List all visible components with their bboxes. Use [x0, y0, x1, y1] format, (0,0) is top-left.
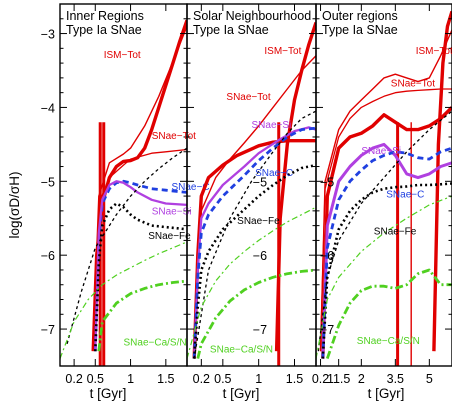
panel-title: Type Ia SNae	[66, 23, 142, 37]
series-label: SNae−C	[255, 168, 293, 179]
series-line	[187, 206, 316, 359]
x-tick-label: 5	[426, 372, 433, 386]
series-line	[192, 126, 316, 359]
x-tick-label: 11.5	[327, 372, 350, 386]
series-line	[193, 55, 316, 352]
series-line	[432, 10, 452, 352]
series-label: SNae−Fe	[374, 226, 417, 237]
series-label: SNae−Ca/S/N	[357, 336, 420, 347]
y-tick-label: −4	[41, 101, 55, 115]
x-tick-label: 0.2	[193, 372, 210, 386]
y-tick-label: −5	[253, 175, 267, 189]
series-line	[321, 142, 452, 359]
series-label: ISM−Tot	[264, 46, 301, 57]
series-label: SNae−Tot	[152, 131, 196, 142]
y-tick-label: −7	[253, 323, 267, 337]
series-label: SNae−C	[171, 182, 209, 193]
x-tick-label: 1	[255, 372, 262, 386]
x-axis-label: t [Gyr]	[90, 386, 127, 401]
panel-1-plot	[60, 19, 187, 366]
series-line	[319, 88, 452, 352]
series-line	[193, 110, 316, 359]
series-label: SNae−Fe	[237, 216, 280, 227]
panel-3-plot	[316, 10, 452, 366]
series-label: ISM−Tot	[104, 50, 141, 61]
y-axis-label: log(σD/σH)	[7, 172, 22, 239]
series-label: ISM−Tot	[416, 46, 452, 57]
series-label: SNae−Si	[152, 207, 192, 218]
y-tick-label: −5	[320, 175, 334, 189]
series-line	[60, 241, 187, 359]
series-label: SNae−Si	[252, 120, 292, 131]
x-tick-label: 1	[127, 372, 134, 386]
panel-title: Inner Regions	[66, 9, 144, 23]
series-label: SNae−Tot	[391, 79, 435, 90]
x-tick-label: 0.5	[214, 372, 231, 386]
y-tick-label: −7	[320, 323, 334, 337]
x-tick-label: 1.5	[157, 372, 174, 386]
series-line	[192, 138, 316, 359]
x-tick-label: 0.2	[312, 372, 329, 386]
series-line	[316, 195, 452, 359]
series-label: SNae−Ca/S/N	[124, 337, 187, 348]
series-line	[321, 146, 452, 359]
series-label: SNae−Fe	[148, 231, 191, 242]
y-tick-label: −5	[41, 175, 55, 189]
panel-title: Type Ia SNae	[322, 23, 398, 37]
x-tick-label: 0.5	[87, 372, 104, 386]
y-tick-label: −3	[41, 28, 55, 42]
y-tick-label: −7	[41, 323, 55, 337]
series-line	[66, 147, 187, 344]
y-tick-label: −6	[320, 249, 334, 263]
series-line	[321, 106, 452, 359]
series-line	[97, 279, 187, 352]
x-tick-label: 0.2	[65, 372, 82, 386]
x-axis-label: t [Gyr]	[368, 386, 405, 401]
series-line	[274, 21, 316, 352]
series-label: SNae−C	[386, 190, 424, 201]
series-line	[92, 25, 187, 344]
series-line	[94, 180, 187, 352]
series-label: SNae−Si	[361, 146, 401, 157]
series-line	[321, 182, 452, 359]
series-line	[325, 268, 452, 360]
panel-frame	[315, 3, 452, 367]
panel-title: Outer regions	[322, 9, 398, 23]
series-label: SNae−Ca/S/N	[210, 345, 273, 356]
panel-title: Solar Neighbourhood	[193, 9, 311, 23]
series-line	[94, 202, 187, 352]
series-line	[192, 163, 316, 359]
panel-title: Type Ia SNae	[193, 23, 269, 37]
y-tick-label: −6	[253, 249, 267, 263]
series-line	[94, 148, 187, 352]
series-line	[319, 29, 452, 352]
x-axis-label: t [Gyr]	[223, 386, 260, 401]
x-tick-label: 3.5	[387, 372, 404, 386]
y-tick-label: −6	[41, 249, 55, 263]
panel-2-plot	[187, 21, 316, 366]
series-line	[317, 110, 452, 352]
x-tick-label: 1.5	[286, 372, 303, 386]
series-label: SNae−Tot	[226, 92, 270, 103]
x-tick-label: 2	[358, 372, 365, 386]
